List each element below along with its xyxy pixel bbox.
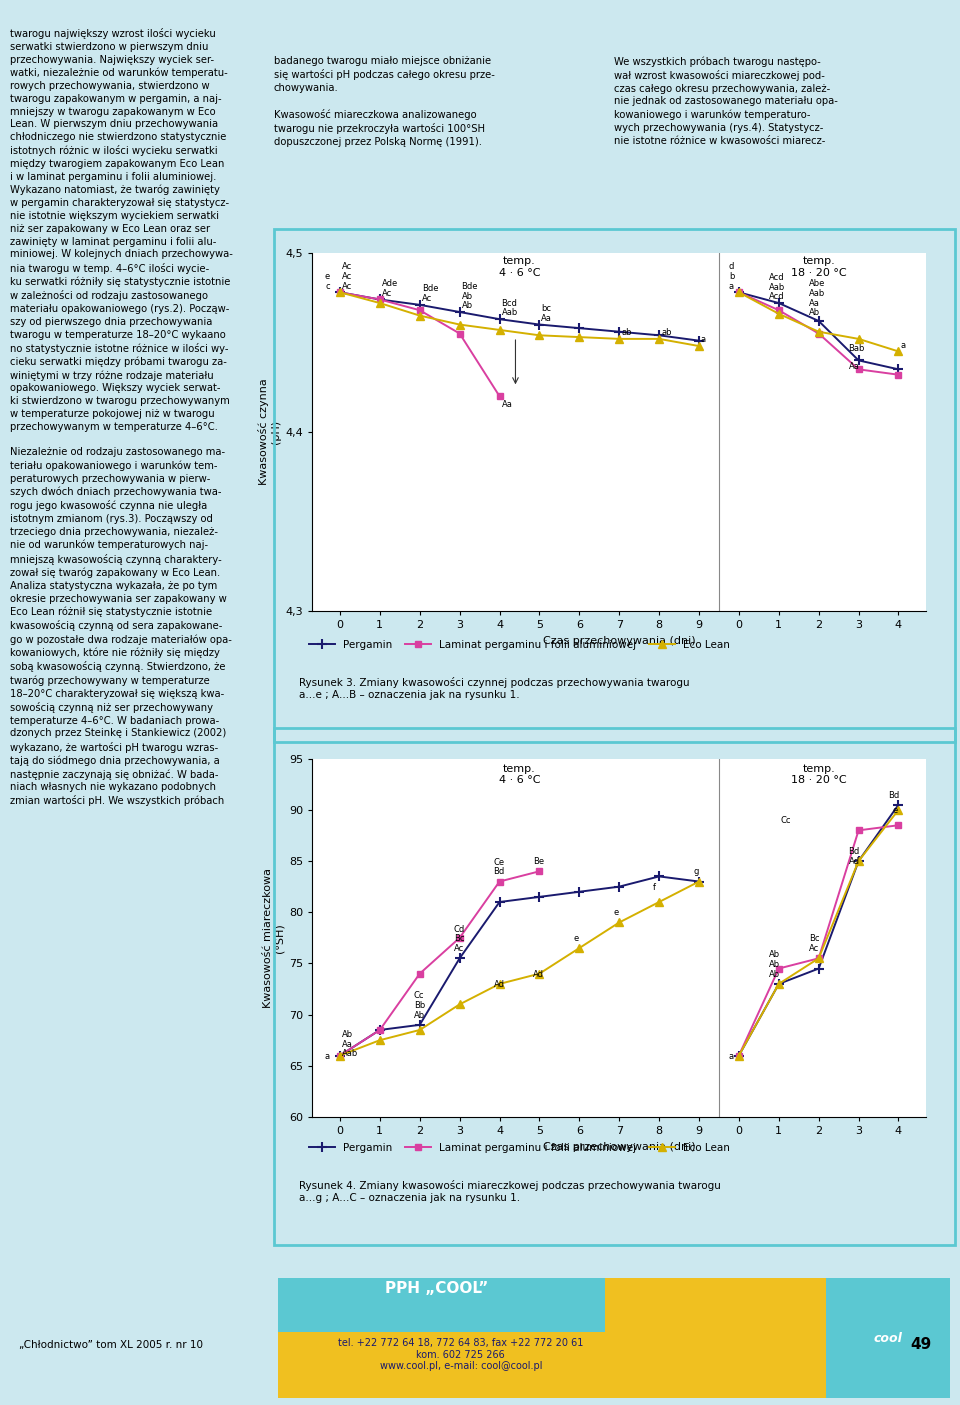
- Text: twarogu największy wzrost ilości wycieku
serwatki stwierdzono w pierwszym dniu
p: twarogu największy wzrost ilości wycieku…: [10, 28, 232, 806]
- Text: Bde
Ab
Ab: Bde Ab Ab: [462, 282, 478, 311]
- Text: Ad: Ad: [534, 969, 544, 979]
- Text: 49: 49: [910, 1338, 931, 1353]
- Text: temp.
18 · 20 °C: temp. 18 · 20 °C: [791, 764, 847, 785]
- Text: temp.
4 · 6 °C: temp. 4 · 6 °C: [498, 257, 540, 278]
- X-axis label: Czas przechowywania (dni): Czas przechowywania (dni): [543, 1141, 695, 1152]
- Text: Aa: Aa: [849, 362, 859, 371]
- Text: Bde
Ac: Bde Ac: [421, 284, 438, 303]
- Text: Rysunek 4. Zmiany kwasowości miareczkowej podczas przechowywania twarogu
a...g ;: Rysunek 4. Zmiany kwasowości miareczkowe…: [300, 1180, 721, 1203]
- Text: g: g: [693, 867, 698, 877]
- Y-axis label: Kwasowość miareczkowa
(°SH): Kwasowość miareczkowa (°SH): [263, 868, 285, 1007]
- Text: ab: ab: [661, 329, 672, 337]
- Text: Bd: Bd: [889, 791, 900, 799]
- Text: Ce
Bd: Ce Bd: [493, 857, 505, 877]
- Bar: [826, 1279, 950, 1398]
- Text: Bd: Bd: [849, 847, 860, 856]
- Text: a: a: [900, 340, 905, 350]
- Text: PPH „COOL”: PPH „COOL”: [385, 1281, 489, 1295]
- Text: Ab
Aa
Aab: Ab Aa Aab: [342, 1030, 358, 1058]
- Text: Cc: Cc: [780, 816, 791, 825]
- Text: tel. +22 772 64 18, 772 64 83, fax +22 772 20 61
kom. 602 725 266
www.cool.pl, e: tel. +22 772 64 18, 772 64 83, fax +22 7…: [338, 1338, 584, 1371]
- Text: temp.
18 · 20 °C: temp. 18 · 20 °C: [791, 257, 847, 278]
- Text: e
c: e c: [324, 271, 330, 291]
- Legend: Pergamin, Laminat pergaminu i folii aluminiowej, Eco Lean: Pergamin, Laminat pergaminu i folii alum…: [304, 1138, 734, 1158]
- X-axis label: Czas przechowywania (dni): Czas przechowywania (dni): [543, 635, 695, 646]
- Text: We wszystkich próbach twarogu następo-
wał wzrost kwasowości miareczkowej pod-
c: We wszystkich próbach twarogu następo- w…: [614, 56, 838, 146]
- Text: Ad: Ad: [493, 981, 505, 989]
- Text: Aa: Aa: [501, 400, 513, 409]
- Text: Bcd
Aab: Bcd Aab: [501, 299, 517, 318]
- Text: e: e: [613, 909, 618, 917]
- Text: „Chłodnictwo” tom XL 2005 r. nr 10: „Chłodnictwo” tom XL 2005 r. nr 10: [19, 1340, 204, 1350]
- Bar: [278, 1279, 826, 1398]
- Text: Rysunek 3. Zmiany kwasowości czynnej podczas przechowywania twarogu
a...e ; A...: Rysunek 3. Zmiany kwasowości czynnej pod…: [300, 677, 690, 700]
- Text: d
b
a: d b a: [729, 263, 734, 291]
- Text: Cc
Bb
Ab: Cc Bb Ab: [414, 992, 425, 1020]
- Text: Abe
Aab
Aa
Ab: Abe Aab Aa Ab: [808, 280, 825, 318]
- Text: Bc
Ac: Bc Ac: [808, 934, 819, 953]
- Text: Ac
Ac
Ac: Ac Ac Ac: [342, 263, 352, 291]
- Text: badanego twarogu miało miejsce obniżanie
się wartości pH podczas całego okresu p: badanego twarogu miało miejsce obniżanie…: [274, 56, 494, 148]
- Text: Ad: Ad: [849, 857, 859, 865]
- Text: Cd
Bc
Ac: Cd Bc Ac: [454, 924, 465, 953]
- Text: a: a: [701, 336, 707, 344]
- Text: Ab
Ab
Ab: Ab Ab Ab: [769, 950, 780, 979]
- Text: Be: Be: [534, 857, 544, 865]
- Text: e: e: [893, 806, 898, 815]
- Text: Acd
Aab
Acd: Acd Aab Acd: [769, 273, 785, 301]
- Text: ab: ab: [621, 329, 632, 337]
- Y-axis label: Kwasowość czynna
(pH): Kwasowość czynna (pH): [258, 379, 281, 485]
- Text: temp.
4 · 6 °C: temp. 4 · 6 °C: [498, 764, 540, 785]
- Text: Bab: Bab: [849, 344, 865, 353]
- Text: a: a: [324, 1052, 330, 1061]
- Bar: [278, 1279, 605, 1332]
- Text: a: a: [729, 1052, 734, 1061]
- Legend: Pergamin, Laminat pergaminu i folii aluminiowej, Eco Lean: Pergamin, Laminat pergaminu i folii alum…: [304, 635, 734, 655]
- Text: e: e: [573, 934, 579, 943]
- Text: f: f: [653, 882, 656, 892]
- Text: bc
Aa: bc Aa: [541, 303, 552, 323]
- Text: cool: cool: [874, 1332, 902, 1345]
- Text: Ade
Ac: Ade Ac: [382, 280, 398, 298]
